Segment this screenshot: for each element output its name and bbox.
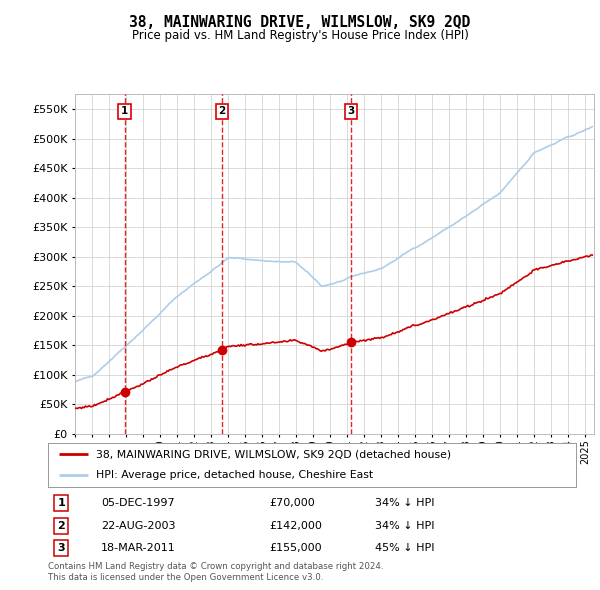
Text: 3: 3 — [347, 106, 355, 116]
Text: 2: 2 — [218, 106, 226, 116]
Text: 38, MAINWARING DRIVE, WILMSLOW, SK9 2QD: 38, MAINWARING DRIVE, WILMSLOW, SK9 2QD — [130, 15, 470, 30]
Text: £70,000: £70,000 — [270, 499, 316, 508]
Text: 22-AUG-2003: 22-AUG-2003 — [101, 520, 175, 530]
Text: Contains HM Land Registry data © Crown copyright and database right 2024.
This d: Contains HM Land Registry data © Crown c… — [48, 562, 383, 582]
Text: HPI: Average price, detached house, Cheshire East: HPI: Average price, detached house, Ches… — [95, 470, 373, 480]
Text: 2: 2 — [58, 520, 65, 530]
Text: 34% ↓ HPI: 34% ↓ HPI — [376, 520, 435, 530]
Text: 45% ↓ HPI: 45% ↓ HPI — [376, 543, 435, 553]
Text: 1: 1 — [58, 499, 65, 508]
Text: £155,000: £155,000 — [270, 543, 322, 553]
Text: £142,000: £142,000 — [270, 520, 323, 530]
Text: 34% ↓ HPI: 34% ↓ HPI — [376, 499, 435, 508]
Text: 1: 1 — [121, 106, 128, 116]
Text: 05-DEC-1997: 05-DEC-1997 — [101, 499, 175, 508]
Text: 18-MAR-2011: 18-MAR-2011 — [101, 543, 176, 553]
Text: 38, MAINWARING DRIVE, WILMSLOW, SK9 2QD (detached house): 38, MAINWARING DRIVE, WILMSLOW, SK9 2QD … — [95, 450, 451, 460]
Text: Price paid vs. HM Land Registry's House Price Index (HPI): Price paid vs. HM Land Registry's House … — [131, 30, 469, 42]
Text: 3: 3 — [58, 543, 65, 553]
